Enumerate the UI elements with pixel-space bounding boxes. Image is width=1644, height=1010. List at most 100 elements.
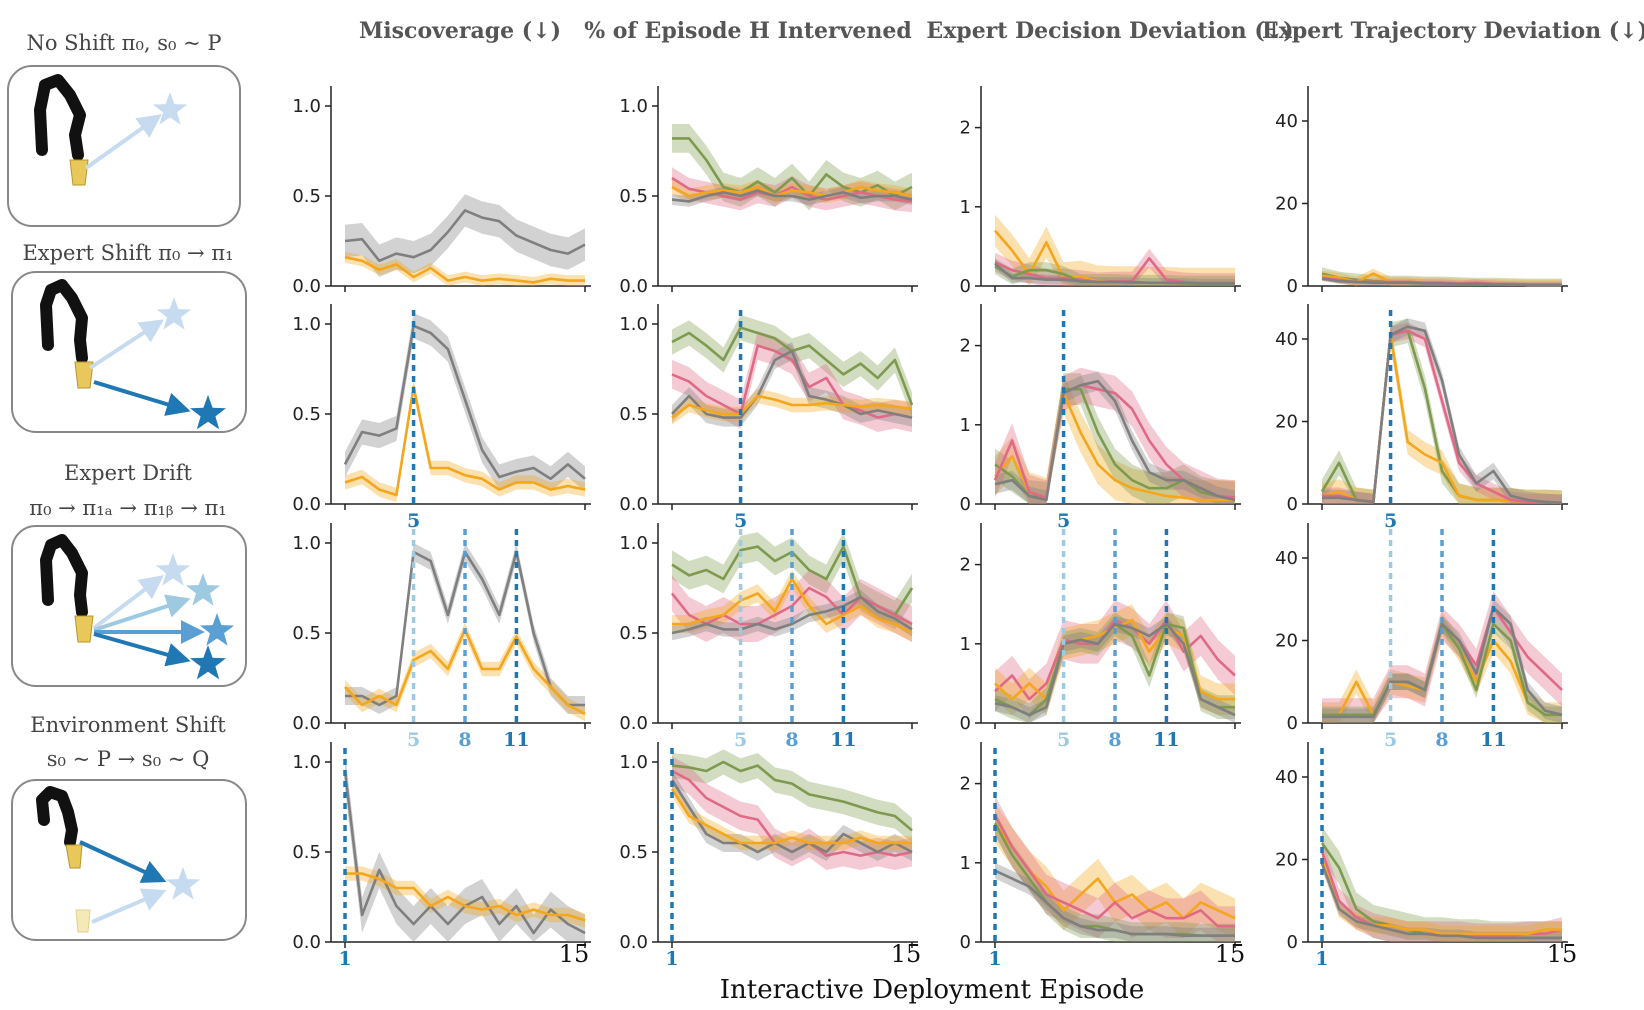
chart-panel-r0-c1: 0.0 0.5 1.0 [619,86,918,297]
series-band-pink [1322,838,1562,942]
series-band-orange [995,803,1235,938]
shift-marker-label: 11 [1480,729,1506,751]
series-band-green [672,749,912,843]
series-line-gray [671,595,913,635]
y-tick-label: 40 [1275,111,1298,132]
y-tick-label: 1.0 [292,533,321,554]
series-line-pink [671,344,913,419]
series-band-green [1322,318,1562,504]
robot-arm-icon [40,534,94,643]
y-tick-label: 0.0 [619,494,648,515]
shift-marker-label: 5 [1057,729,1070,751]
series-band-green [995,612,1235,723]
shift-marker-label: 5 [1057,510,1070,532]
scene-no-shift [7,65,241,227]
y-tick-label: 0 [1287,276,1298,297]
scene-expert-shift [11,271,247,433]
shift-marker-label: 5 [407,510,420,532]
shift-marker-label: 8 [785,729,798,751]
y-tick-label: 0.0 [292,932,321,953]
y-tick-label: 0 [960,713,971,734]
chart-panel-r1-c0: 0.0 0.5 1.0 5 [292,304,591,532]
shift-marker-label: 1 [338,948,351,970]
column-title-miscoverage: Miscoverage (↓) [359,18,561,44]
chart-panel-r1-c3: 0 20 40 5 [1275,304,1568,532]
shift-marker-label: 1 [988,948,1001,970]
row-label-expert-drift-sequence: π₀ → π₁ₐ → π₁ᵦ → π₁ [29,496,226,520]
y-tick-label: 40 [1275,767,1298,788]
scene-expert-drift [11,525,247,687]
series-band-gray [1322,599,1562,723]
shift-marker-label: 5 [1384,729,1397,751]
row-label-expert-drift-title: Expert Drift [64,461,193,485]
series-band-orange [345,622,585,722]
series-line-gray [994,869,1235,938]
column-title-intervened: % of Episode H Intervened [584,18,912,44]
robot-arm-icon [40,279,94,389]
chart-panel-r0-c3: 0 20 40 [1275,86,1568,297]
shift-marker-label: 8 [458,729,471,751]
series-band-orange [345,251,585,286]
series-line-orange [671,394,913,419]
x-end-label-col4: 15 [1547,940,1578,968]
series-band-gray [995,862,1235,942]
y-tick-label: 0.0 [619,713,648,734]
robot-arm-icon [36,786,83,869]
y-tick-label: 0.5 [292,404,321,425]
y-tick-label: 0.5 [619,623,648,644]
y-tick-label: 1.0 [619,533,648,554]
y-tick-label: 1.0 [292,752,321,773]
y-tick-label: 0 [1287,932,1298,953]
series-line-orange [344,255,585,284]
shift-marker-label: 1 [665,948,678,970]
x-end-label-col3: 15 [1215,940,1246,968]
chart-panel-r2-c2: 0 1 2 5 8 11 [960,523,1241,751]
y-tick-label: 0.0 [292,276,321,297]
y-tick-label: 0 [960,932,971,953]
series-band-orange [345,379,585,503]
y-tick-label: 0.5 [619,404,648,425]
chart-panel-r2-c0: 0.0 0.5 1.0 5 8 11 [292,523,591,751]
shift-marker-label: 11 [830,729,856,751]
series-band-orange [672,388,912,425]
series-line-gray [1322,606,1563,719]
y-tick-label: 0 [1287,713,1298,734]
chart-panel-r3-c0: 0.0 0.5 1.0 1 [292,742,591,970]
y-tick-label: 20 [1275,412,1298,433]
x-end-label-col1: 15 [559,940,590,968]
y-tick-label: 0.5 [292,623,321,644]
y-tick-label: 1.0 [619,752,648,773]
series-line-orange [345,872,586,922]
series-band-pink [995,795,1235,942]
y-tick-label: 0.0 [619,932,648,953]
row-label-no-shift: No Shift π₀, s₀ ~ P [26,31,221,55]
series-line-gray [994,262,1235,285]
y-tick-label: 1.0 [619,96,648,117]
y-tick-label: 20 [1275,194,1298,215]
shift-marker-label: 11 [503,729,529,751]
chart-panel-r1-c2: 0 1 2 5 [960,304,1241,532]
y-tick-label: 0 [960,494,971,515]
y-tick-label: 1 [960,197,971,218]
y-tick-label: 2 [960,555,971,576]
row-label-environment-shift-title: Environment Shift [30,713,226,737]
shift-marker-label: 1 [1315,948,1328,970]
column-title-decision-deviation: Expert Decision Deviation (↓) [926,18,1293,44]
chart-panels: 0.00.51.00.00.51.0012020400.00.51.050.00… [292,86,1568,970]
y-tick-label: 0 [1287,494,1298,515]
series-band-pink [995,600,1235,719]
y-tick-label: 0.0 [292,713,321,734]
series-band-pink [995,367,1235,504]
series-line-gray [344,209,586,263]
row-label-environment-shift-formula: s₀ ~ P → s₀ ~ Q [47,747,210,771]
series-band-green [672,532,912,630]
series-band-pink [1322,591,1562,723]
y-tick-label: 0.5 [292,186,321,207]
y-tick-label: 1.0 [619,314,648,335]
series-band-orange [672,781,912,851]
x-axis-title: Interactive Deployment Episode [720,975,1144,1005]
series-line-gray [670,779,913,854]
y-tick-label: 1.0 [292,314,321,335]
